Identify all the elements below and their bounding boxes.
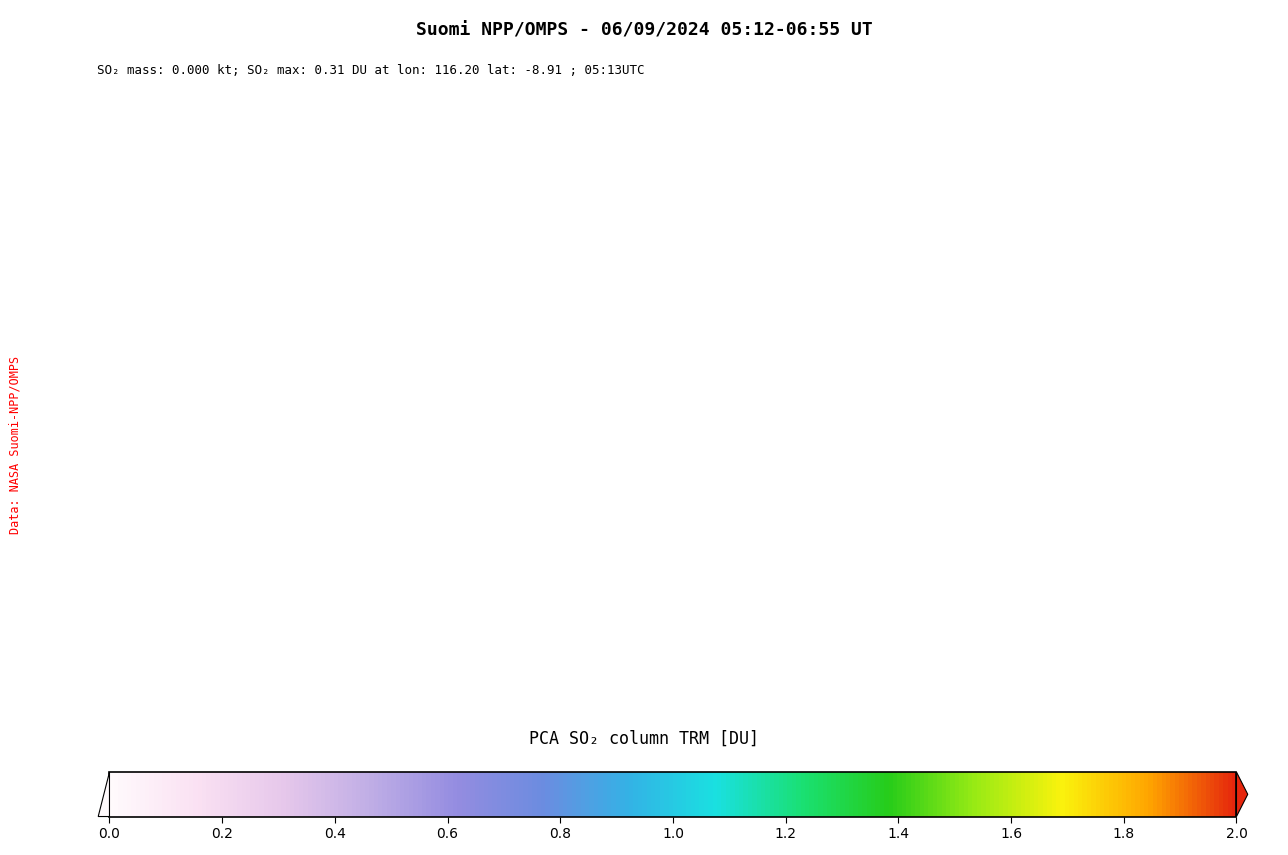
Polygon shape <box>1236 772 1248 817</box>
Polygon shape <box>98 772 109 817</box>
Text: Suomi NPP/OMPS - 06/09/2024 05:12-06:55 UT: Suomi NPP/OMPS - 06/09/2024 05:12-06:55 … <box>416 21 872 39</box>
Text: PCA SO₂ column TRM [DU]: PCA SO₂ column TRM [DU] <box>529 730 759 748</box>
Text: SO₂ mass: 0.000 kt; SO₂ max: 0.31 DU at lon: 116.20 lat: -8.91 ; 05:13UTC: SO₂ mass: 0.000 kt; SO₂ max: 0.31 DU at … <box>97 64 644 77</box>
Text: Data: NASA Suomi-NPP/OMPS: Data: NASA Suomi-NPP/OMPS <box>9 356 22 534</box>
